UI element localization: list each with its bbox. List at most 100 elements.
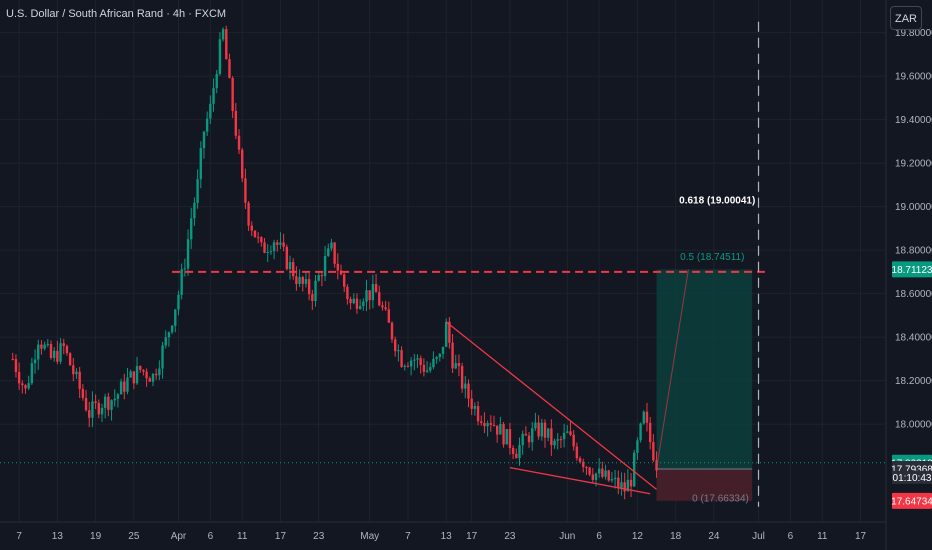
x-tick-label: 19 — [90, 531, 102, 542]
candle-body — [205, 118, 209, 132]
candle-body — [276, 242, 279, 245]
x-tick-label: 24 — [708, 531, 720, 542]
candle-body — [495, 425, 499, 435]
candle-body — [582, 461, 585, 468]
candle-body — [505, 429, 508, 445]
candle-body — [14, 359, 18, 373]
candle-body — [167, 332, 171, 338]
y-tick-label: 18.40000 — [895, 333, 932, 344]
x-tick-label: 17 — [275, 531, 287, 542]
y-tick-label: 19.60000 — [895, 72, 932, 83]
candle-body — [180, 269, 183, 295]
candle-body — [228, 59, 231, 79]
candle-body — [652, 442, 655, 461]
candle-body — [301, 277, 304, 284]
loss-zone — [656, 468, 753, 501]
candle-body — [559, 439, 563, 441]
candle-body — [502, 423, 505, 445]
candle-body — [601, 468, 604, 477]
candle-body — [247, 202, 250, 226]
candle-body — [317, 275, 320, 281]
candle-body — [575, 446, 579, 459]
candle-body — [272, 242, 276, 252]
candle-body — [594, 473, 598, 480]
candle-body — [75, 371, 78, 375]
candle-body — [588, 467, 591, 475]
time-axis: 7 13 19 25 Apr 6 11 17 23 May 7 13 17 23 Jun 6 12 18 24 Jul… — [0, 521, 886, 542]
candle-body — [186, 239, 190, 269]
candle-body — [572, 434, 575, 447]
candles — [11, 25, 658, 500]
candle-body — [174, 309, 177, 326]
candle-body — [425, 370, 429, 372]
x-tick-label: 6 — [788, 531, 794, 542]
candle-body — [139, 365, 142, 370]
candle-body — [645, 411, 649, 423]
candle-body — [154, 373, 158, 376]
y-tick-label: 19.20000 — [895, 159, 932, 170]
candle-body — [489, 423, 493, 425]
candle-body — [88, 410, 91, 418]
y-tick-label: 19.40000 — [895, 115, 932, 126]
candle-body — [177, 294, 180, 310]
currency-button[interactable]: ZAR — [890, 6, 922, 30]
x-tick-label: Jul — [752, 531, 765, 542]
candle-body — [473, 406, 477, 409]
candle-body — [116, 394, 120, 399]
candle-body — [285, 246, 289, 270]
candle-body — [435, 357, 438, 359]
x-tick-label: 6 — [596, 531, 602, 542]
candle-body — [483, 422, 486, 427]
candle-body — [441, 346, 445, 354]
candle-body — [52, 350, 56, 358]
candle-body — [381, 305, 384, 308]
x-tick-label: 12 — [632, 531, 644, 542]
candle-body — [234, 110, 238, 136]
candle-body — [511, 447, 515, 454]
x-tick-label: 7 — [405, 531, 411, 542]
candle-body — [591, 474, 594, 480]
candle-body — [94, 401, 97, 403]
candle-body — [604, 470, 607, 477]
candle-body — [365, 290, 368, 302]
candle-body — [81, 388, 85, 398]
x-tick-label: Apr — [171, 531, 187, 542]
profit-zone — [656, 269, 753, 469]
candle-body — [409, 360, 413, 367]
candle-body — [84, 397, 88, 411]
candle-body — [378, 292, 381, 306]
candle-body — [464, 383, 467, 389]
candle-body — [72, 365, 75, 375]
candle-body — [27, 383, 30, 389]
candle-body — [269, 251, 273, 253]
candle-body — [161, 345, 164, 369]
candle-body — [534, 422, 537, 429]
candle-body — [620, 482, 623, 488]
candle-body — [97, 402, 100, 415]
candle-body — [355, 298, 359, 309]
candle-body — [218, 39, 222, 75]
candle-body — [648, 422, 652, 443]
candle-body — [21, 383, 24, 386]
x-tick-label: 18 — [670, 531, 682, 542]
position-zones — [656, 269, 753, 501]
x-tick-label: 23 — [504, 531, 516, 542]
candle-body — [158, 368, 161, 376]
candle-body — [368, 290, 371, 301]
candle-body — [540, 422, 543, 437]
candle-body — [56, 350, 59, 362]
candle-body — [46, 343, 50, 345]
candle-body — [384, 307, 387, 310]
candle-body — [59, 343, 62, 362]
candle-body — [333, 242, 336, 264]
candle-body — [460, 366, 464, 389]
candle-body — [110, 400, 113, 410]
candle-body — [623, 482, 626, 492]
candle-body — [183, 268, 187, 270]
y-tick-label: 18.80000 — [895, 246, 932, 257]
candle-body — [636, 440, 639, 453]
candle-body — [327, 248, 330, 257]
candle-body — [212, 88, 215, 104]
